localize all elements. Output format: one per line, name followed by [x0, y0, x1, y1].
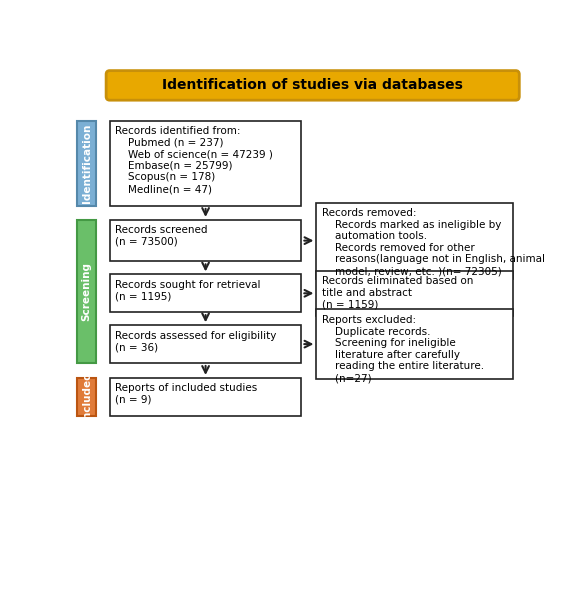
FancyBboxPatch shape — [110, 220, 301, 262]
Text: Records identified from:
    Pubmed (n = 237)
    Web of science(n = 47239 )
   : Records identified from: Pubmed (n = 237… — [115, 126, 273, 194]
FancyBboxPatch shape — [110, 121, 301, 206]
Text: Reports of included studies
(n = 9): Reports of included studies (n = 9) — [115, 383, 257, 405]
Text: Records sought for retrieval
(n = 1195): Records sought for retrieval (n = 1195) — [115, 280, 261, 302]
FancyBboxPatch shape — [110, 274, 301, 312]
FancyBboxPatch shape — [110, 325, 301, 363]
FancyBboxPatch shape — [77, 121, 96, 206]
FancyBboxPatch shape — [317, 203, 513, 279]
Text: Identification of studies via databases: Identification of studies via databases — [162, 79, 463, 92]
Text: Included: Included — [81, 371, 92, 422]
Text: Records eliminated based on
title and abstract
(n = 1159): Records eliminated based on title and ab… — [322, 276, 473, 310]
FancyBboxPatch shape — [110, 378, 301, 416]
Text: Identification: Identification — [81, 124, 92, 203]
FancyBboxPatch shape — [77, 220, 96, 363]
FancyBboxPatch shape — [106, 71, 519, 100]
Text: Records removed:
    Records marked as ineligible by
    automation tools.
    R: Records removed: Records marked as ineli… — [322, 208, 545, 276]
Text: Screening: Screening — [81, 262, 92, 321]
FancyBboxPatch shape — [317, 271, 513, 316]
Text: Records screened
(n = 73500): Records screened (n = 73500) — [115, 226, 208, 247]
Text: Reports excluded:
    Duplicate records.
    Screening for ineligible
    litera: Reports excluded: Duplicate records. Scr… — [322, 315, 484, 383]
FancyBboxPatch shape — [317, 310, 513, 379]
Text: Records assessed for eligibility
(n = 36): Records assessed for eligibility (n = 36… — [115, 331, 276, 352]
FancyBboxPatch shape — [77, 378, 96, 416]
